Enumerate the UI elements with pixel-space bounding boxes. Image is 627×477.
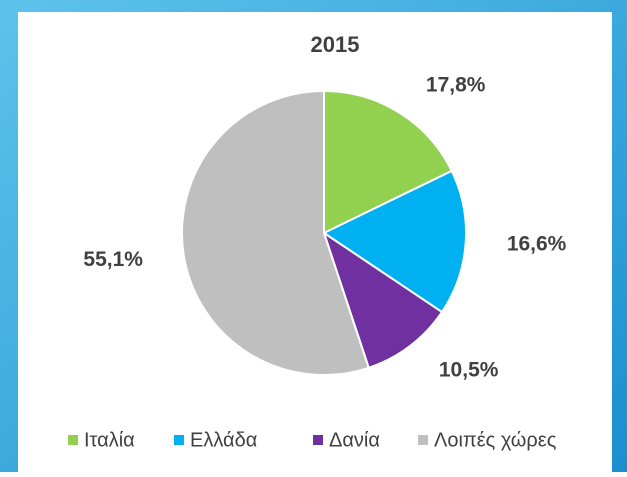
data-label: 55,1%	[83, 248, 143, 271]
pie-slice	[322, 230, 444, 370]
data-label: 16,6%	[507, 233, 567, 256]
legend-swatch	[68, 435, 78, 445]
legend-label: Ελλάδα	[190, 429, 257, 451]
chart-title: 2015	[311, 32, 360, 57]
legend-swatch	[174, 435, 184, 445]
pie-slice	[323, 89, 454, 235]
data-label: 10,5%	[439, 358, 499, 381]
legend-label: Ιταλία	[84, 429, 135, 451]
legend-label: Λοιπές χώρες	[434, 429, 557, 451]
pie-slice	[181, 89, 370, 376]
legend-swatch	[313, 435, 323, 445]
data-label: 17,8%	[426, 74, 486, 97]
legend-label: Δανία	[329, 429, 380, 451]
legend-swatch	[418, 435, 428, 445]
pie-slice	[321, 169, 467, 314]
